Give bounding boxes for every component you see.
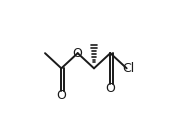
Text: Cl: Cl <box>122 62 135 75</box>
Text: O: O <box>56 89 66 102</box>
Text: O: O <box>105 82 115 95</box>
Text: O: O <box>73 47 83 60</box>
